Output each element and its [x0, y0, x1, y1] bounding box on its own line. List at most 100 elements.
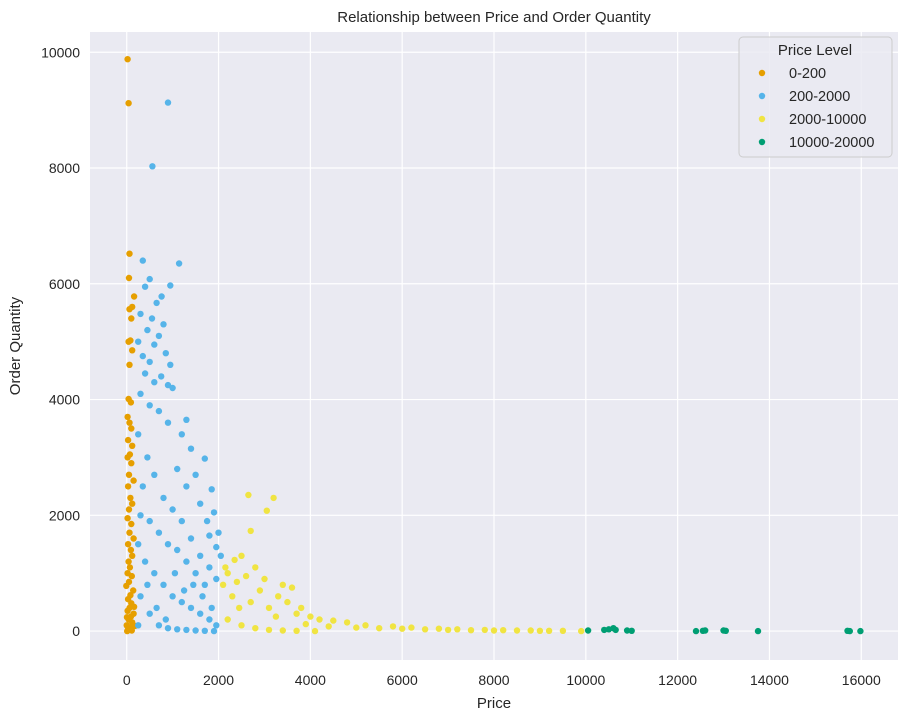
data-point	[178, 431, 185, 438]
data-point	[224, 570, 231, 577]
y-tick-label: 10000	[41, 44, 80, 60]
data-point	[126, 529, 133, 536]
data-point	[146, 517, 153, 525]
data-point	[187, 604, 195, 612]
data-point	[238, 622, 245, 629]
data-point	[144, 581, 151, 588]
data-point	[213, 575, 220, 583]
data-point	[183, 416, 190, 423]
data-point	[279, 581, 286, 588]
data-point	[130, 535, 137, 542]
data-point	[169, 593, 176, 600]
data-point	[127, 399, 135, 406]
data-point	[311, 627, 319, 635]
data-point	[149, 163, 156, 170]
data-point	[421, 626, 429, 633]
data-point	[213, 622, 220, 629]
data-point	[293, 627, 300, 634]
data-point	[146, 610, 153, 617]
data-point	[272, 613, 280, 620]
legend-marker	[758, 115, 766, 123]
y-tick-label: 4000	[49, 392, 80, 408]
data-point	[265, 626, 273, 634]
data-point	[155, 529, 163, 536]
data-point	[167, 361, 174, 368]
data-point	[224, 616, 231, 623]
data-point	[325, 623, 332, 630]
data-point	[123, 614, 131, 621]
data-point	[146, 402, 153, 409]
data-point	[125, 338, 132, 345]
data-point	[578, 627, 585, 635]
x-tick-label: 12000	[658, 672, 697, 688]
data-point	[722, 627, 729, 634]
data-point	[137, 512, 144, 519]
data-point	[302, 620, 309, 628]
data-point	[162, 350, 169, 357]
data-point	[201, 455, 208, 462]
data-point	[222, 564, 229, 571]
data-point	[435, 625, 443, 632]
legend-box	[738, 36, 893, 158]
data-point	[284, 598, 291, 606]
data-point	[376, 625, 383, 632]
data-point	[125, 471, 133, 478]
data-point	[144, 454, 151, 461]
data-point	[203, 517, 211, 525]
data-point	[130, 293, 138, 300]
data-point	[169, 506, 176, 513]
data-point	[206, 564, 213, 571]
data-point	[124, 627, 131, 635]
data-point	[330, 617, 337, 624]
data-point	[129, 500, 136, 507]
data-point	[153, 299, 160, 307]
data-point	[288, 584, 296, 591]
data-point	[256, 587, 264, 594]
data-point	[158, 293, 165, 300]
data-point	[236, 604, 243, 612]
y-tick-label: 2000	[49, 507, 80, 523]
data-point	[124, 454, 131, 461]
data-point	[343, 619, 351, 626]
x-tick-label: 16000	[842, 672, 881, 688]
data-point	[139, 483, 146, 490]
data-point	[187, 535, 195, 542]
data-point	[362, 622, 369, 629]
x-tick-label: 2000	[203, 672, 234, 688]
data-point	[137, 310, 144, 318]
data-point	[197, 610, 204, 617]
legend-title: Price Level	[778, 42, 852, 59]
data-point	[183, 483, 190, 490]
data-point	[192, 570, 199, 577]
data-point	[164, 625, 172, 632]
data-point	[151, 471, 158, 478]
data-point	[164, 419, 172, 426]
data-point	[229, 593, 236, 600]
legend-marker	[758, 69, 766, 77]
data-point	[124, 515, 131, 522]
data-point	[164, 99, 172, 106]
data-point	[141, 283, 149, 290]
data-point	[536, 627, 544, 634]
chart-title: Relationship between Price and Order Qua…	[337, 9, 651, 26]
data-point	[171, 570, 179, 577]
data-point	[160, 494, 167, 502]
data-point	[545, 627, 553, 634]
data-point	[238, 552, 245, 559]
legend-label: 2000-10000	[789, 112, 866, 128]
data-point	[135, 622, 142, 629]
data-point	[399, 625, 406, 632]
data-point	[183, 558, 190, 565]
y-axis-label: Order Quantity	[7, 296, 24, 395]
data-point	[164, 541, 172, 548]
data-point	[261, 575, 268, 583]
data-point	[160, 321, 167, 328]
data-point	[245, 491, 252, 499]
data-point	[178, 517, 185, 525]
data-point	[206, 532, 213, 539]
data-point	[490, 627, 498, 634]
x-tick-label: 8000	[478, 672, 509, 688]
data-point	[124, 541, 132, 548]
data-point	[137, 390, 144, 397]
